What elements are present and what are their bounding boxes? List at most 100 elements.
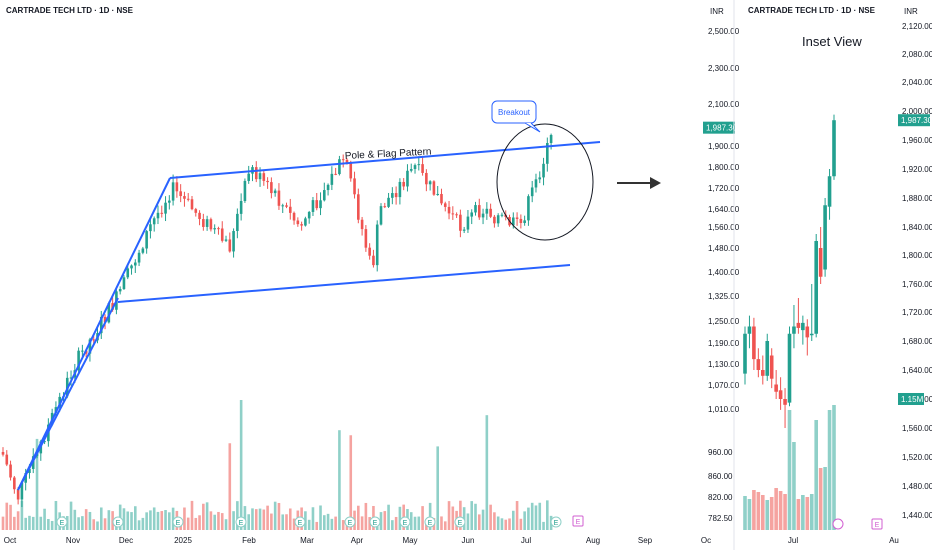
volume-bar <box>54 500 58 530</box>
inset-price-axis: INR 1,440.001,480.001,520.001,560.001,60… <box>898 7 932 520</box>
volume-bar <box>421 506 424 530</box>
volume-bar <box>122 508 126 530</box>
main-x-tick: May <box>402 536 417 545</box>
price-candle <box>530 187 534 197</box>
volume-bar <box>470 501 474 530</box>
price-candle <box>16 489 20 500</box>
inset-candle <box>761 370 765 376</box>
price-candle <box>156 212 160 219</box>
price-candle <box>417 164 421 166</box>
inset-candle <box>743 333 747 374</box>
future-earnings-label: E <box>576 519 581 526</box>
volume-bar <box>35 438 39 530</box>
volume-bar <box>542 521 545 530</box>
price-candle <box>481 213 485 218</box>
price-candle <box>538 177 542 180</box>
inset-x-tick: Au <box>889 536 899 545</box>
volume-bar <box>334 516 337 530</box>
price-candle <box>160 212 164 214</box>
volume-bar <box>96 521 99 530</box>
inset-volume-value: 1.15M <box>901 395 924 404</box>
price-candle <box>13 477 16 490</box>
volume-bar <box>519 518 523 530</box>
volume-bar <box>538 502 542 530</box>
price-candle <box>413 165 417 170</box>
price-candle <box>353 178 356 195</box>
main-y-tick: 1,325.00 <box>708 292 740 301</box>
volume-bar <box>307 519 311 530</box>
price-candle <box>470 212 474 217</box>
price-candle <box>512 217 515 226</box>
price-candle <box>534 179 538 188</box>
inset-future-earnings-icon <box>871 518 883 530</box>
main-y-tick: 2,500.00 <box>708 27 740 36</box>
volume-bar <box>466 513 470 530</box>
volume-bar <box>9 504 12 530</box>
inset-candle <box>756 359 761 370</box>
price-candle <box>398 181 402 198</box>
price-candle <box>99 316 103 334</box>
price-candle <box>239 200 243 214</box>
volume-bar <box>243 506 247 530</box>
price-candle <box>270 182 273 194</box>
price-candle <box>364 229 368 248</box>
price-candle <box>198 212 201 220</box>
price-candle <box>345 159 349 163</box>
volume-bar <box>364 502 368 530</box>
volume-bar <box>534 505 538 530</box>
main-y-tick: 1,480.00 <box>708 244 740 253</box>
price-candle <box>459 214 462 231</box>
inset-y-tick: 1,880.00 <box>902 194 932 203</box>
inset-volume-bar <box>743 496 747 530</box>
inset-title: Inset View <box>802 34 862 49</box>
volume-bar <box>126 511 130 530</box>
inset-future-earnings-label: E <box>875 522 880 529</box>
price-candle <box>232 231 235 252</box>
price-candle <box>285 205 288 207</box>
main-y-tick: 1,130.00 <box>708 360 740 369</box>
price-candle <box>224 239 228 241</box>
inset-volume <box>743 405 836 530</box>
inset-volume-bar <box>769 497 774 530</box>
inset-volume-bar <box>818 468 823 530</box>
volume-bar <box>183 507 186 530</box>
volume-bar <box>311 507 315 530</box>
price-candle <box>254 167 258 180</box>
price-candle <box>406 170 409 187</box>
main-y-tick: 960.00 <box>708 448 733 457</box>
inset-last-price-tag <box>898 114 930 127</box>
volume-bar <box>220 513 224 530</box>
volume-bar <box>205 502 209 530</box>
inset-candle <box>818 248 823 277</box>
inset-volume-tag <box>898 393 924 405</box>
main-x-tick: 2025 <box>174 536 192 545</box>
price-candle <box>462 229 466 231</box>
earnings-label: E <box>428 520 433 527</box>
price-candle <box>243 180 247 201</box>
inset-candle <box>827 176 832 207</box>
price-candle <box>118 288 122 292</box>
price-candle <box>357 194 360 220</box>
price-candle <box>428 181 432 185</box>
volume-bar <box>107 510 111 530</box>
inset-x-tick: Oc <box>701 536 711 545</box>
volume-bar <box>360 516 364 530</box>
main-x-tick: Apr <box>351 536 364 545</box>
volume-bar <box>270 513 273 530</box>
volume-bar <box>152 507 156 530</box>
price-candle <box>130 265 133 269</box>
price-candle <box>409 169 413 171</box>
volume-bar <box>262 509 266 530</box>
volume-bar <box>258 508 262 530</box>
earnings-icon <box>344 516 356 528</box>
volume-bar <box>477 514 481 530</box>
price-candle <box>258 173 262 180</box>
volume-bar <box>508 518 511 530</box>
volume-bar <box>73 509 77 530</box>
volume-bar <box>24 517 27 530</box>
inset-y-tick: 1,640.00 <box>902 366 932 375</box>
price-candle <box>493 216 496 224</box>
volume-bar <box>69 501 73 530</box>
price-candle <box>372 255 375 266</box>
price-candle <box>217 228 220 230</box>
